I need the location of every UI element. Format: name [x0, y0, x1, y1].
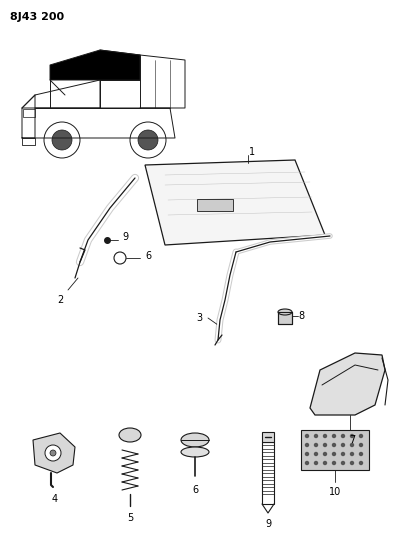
Circle shape — [331, 434, 335, 438]
Ellipse shape — [277, 309, 291, 315]
Text: 2: 2 — [57, 295, 63, 305]
Ellipse shape — [180, 447, 209, 457]
Text: 7: 7 — [348, 435, 354, 445]
Circle shape — [322, 461, 326, 465]
Circle shape — [304, 461, 308, 465]
Polygon shape — [145, 160, 324, 245]
Circle shape — [138, 130, 158, 150]
Circle shape — [331, 461, 335, 465]
Circle shape — [52, 130, 72, 150]
Circle shape — [313, 434, 318, 438]
Polygon shape — [50, 50, 140, 80]
Text: 6: 6 — [191, 485, 198, 495]
Bar — [277, 312, 291, 324]
Circle shape — [340, 452, 344, 456]
Ellipse shape — [180, 433, 209, 447]
Text: 4: 4 — [52, 494, 58, 504]
Circle shape — [322, 434, 326, 438]
Text: 9: 9 — [264, 519, 270, 529]
Circle shape — [340, 443, 344, 447]
Circle shape — [358, 452, 362, 456]
Circle shape — [44, 122, 80, 158]
Text: 10: 10 — [328, 487, 340, 497]
Bar — [300, 430, 368, 470]
Circle shape — [313, 443, 318, 447]
Circle shape — [130, 122, 166, 158]
Text: 8J43 200: 8J43 200 — [10, 12, 64, 22]
Circle shape — [349, 443, 353, 447]
Text: 8: 8 — [297, 311, 303, 321]
Text: 5: 5 — [127, 513, 133, 523]
Circle shape — [340, 461, 344, 465]
Circle shape — [340, 434, 344, 438]
Circle shape — [349, 452, 353, 456]
Polygon shape — [309, 353, 384, 415]
Bar — [261, 442, 273, 504]
Circle shape — [304, 452, 308, 456]
Circle shape — [114, 252, 126, 264]
Text: 3: 3 — [195, 313, 201, 323]
Bar — [261, 432, 273, 442]
Circle shape — [331, 443, 335, 447]
Bar — [23, 109, 35, 117]
Circle shape — [358, 443, 362, 447]
Text: 1: 1 — [248, 147, 254, 157]
Circle shape — [313, 461, 318, 465]
Circle shape — [304, 434, 308, 438]
Circle shape — [50, 450, 56, 456]
Bar — [196, 199, 233, 211]
Circle shape — [322, 452, 326, 456]
Ellipse shape — [119, 428, 141, 442]
Text: 9: 9 — [122, 232, 128, 242]
Circle shape — [349, 461, 353, 465]
Text: 6: 6 — [145, 251, 151, 261]
Circle shape — [313, 452, 318, 456]
Circle shape — [45, 445, 61, 461]
Circle shape — [358, 461, 362, 465]
Circle shape — [358, 434, 362, 438]
Polygon shape — [33, 433, 75, 473]
Circle shape — [322, 443, 326, 447]
Circle shape — [349, 434, 353, 438]
Circle shape — [304, 443, 308, 447]
Circle shape — [331, 452, 335, 456]
